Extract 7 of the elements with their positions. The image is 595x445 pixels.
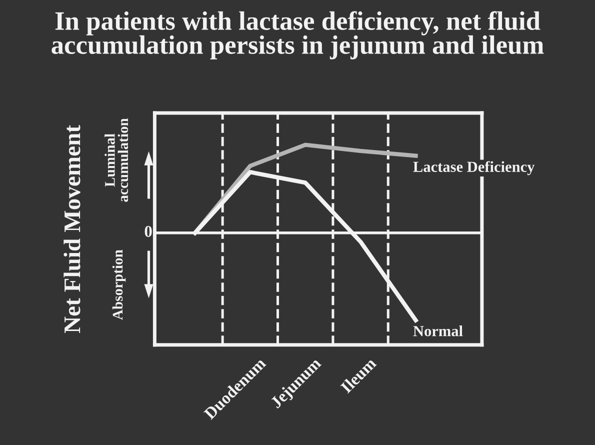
text: 0 (144, 226, 152, 238)
series-label: Lactase Deficiency (413, 161, 535, 176)
text: Luminal accumulation (104, 118, 128, 202)
text: Absorption (112, 250, 126, 320)
chart-title: In patients with lactase deficiency, net fluid accumulation persists in jejunum and ileum (52, 11, 544, 60)
series-label: Normal (413, 325, 463, 336)
y-axis-title: Net Fluid Movement (64, 125, 80, 333)
